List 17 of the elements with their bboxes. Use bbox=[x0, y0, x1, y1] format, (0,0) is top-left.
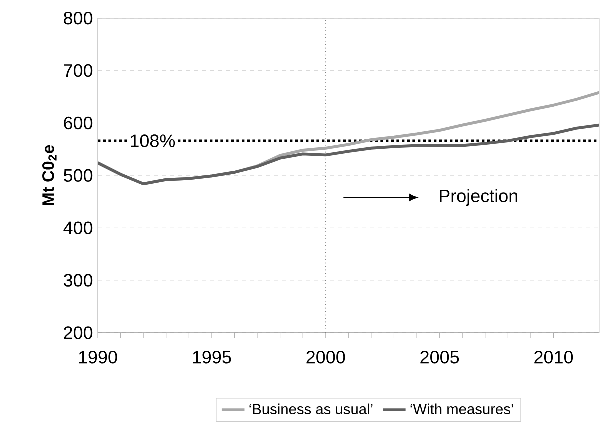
x-tick-label: 1995 bbox=[193, 351, 232, 364]
legend-label: ‘With measures’ bbox=[410, 404, 514, 415]
annotation: 108% bbox=[131, 134, 176, 148]
y-tick-label: 300 bbox=[64, 274, 93, 287]
x-tick-label: 2010 bbox=[534, 351, 574, 364]
x-tick-label: 2000 bbox=[306, 351, 346, 364]
legend-label: ‘Business as usual’ bbox=[250, 404, 373, 415]
y-axis-title: Mt C0$_{2}$e bbox=[42, 145, 57, 206]
x-tick-label: 2005 bbox=[420, 351, 460, 364]
y-tick-label: 800 bbox=[64, 12, 93, 25]
y-tick-label: 500 bbox=[64, 169, 93, 182]
y-tick-label: 600 bbox=[64, 116, 93, 130]
y-tick-label: 400 bbox=[64, 222, 93, 234]
y-tick-label: 200 bbox=[64, 326, 93, 340]
y-tick-label: 700 bbox=[64, 64, 93, 78]
annotation: Projection bbox=[440, 189, 518, 206]
x-tick-label: 1990 bbox=[79, 351, 118, 364]
